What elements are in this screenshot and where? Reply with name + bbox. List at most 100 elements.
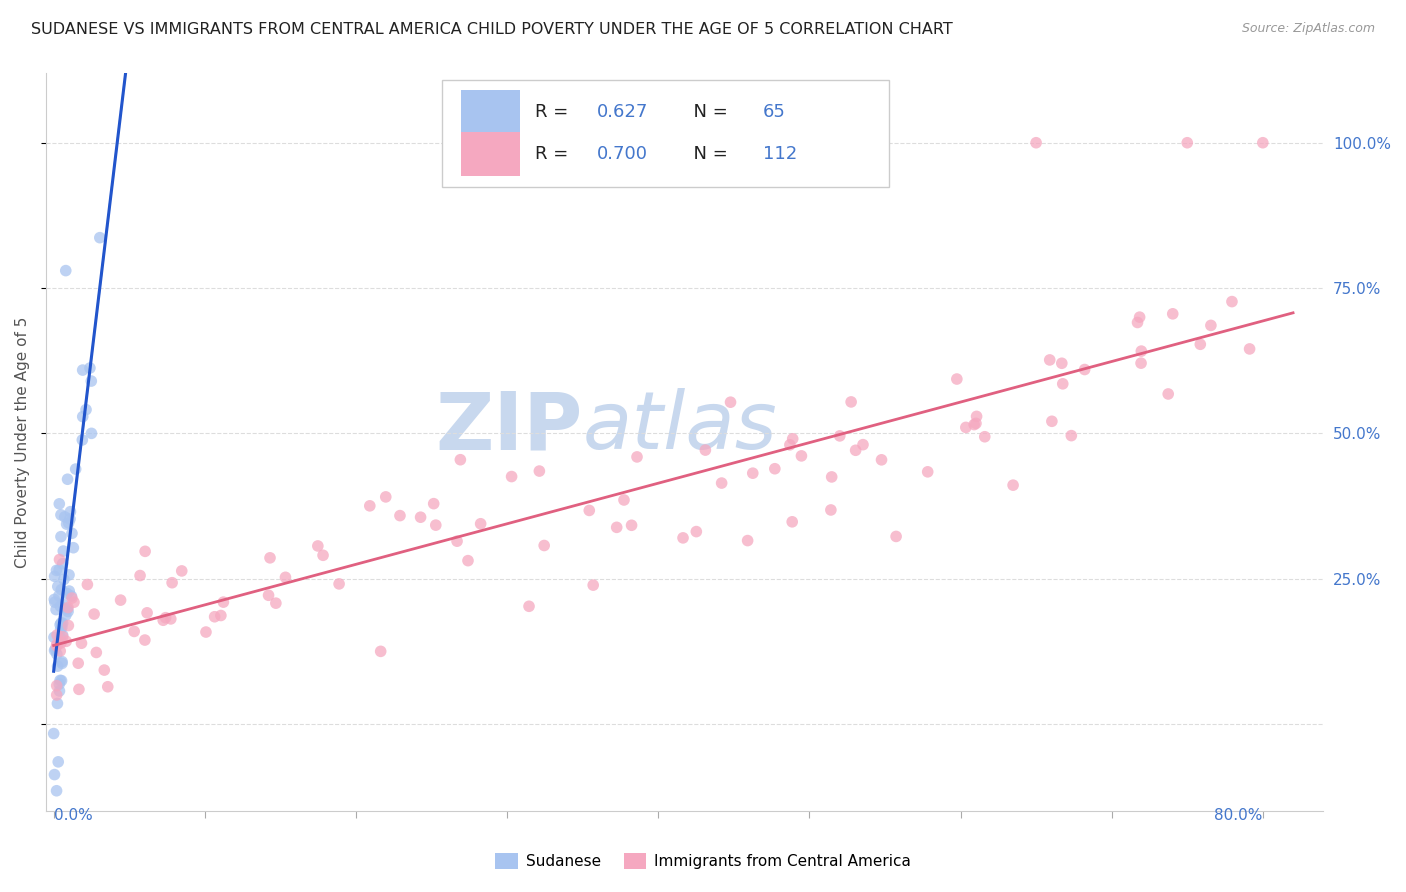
- Point: [48, 552, 70, 566]
- Point: [46, 697, 69, 711]
- Point: [457, 554, 479, 568]
- Text: 80.0%: 80.0%: [1215, 808, 1263, 823]
- Point: [52, 616, 75, 631]
- Point: [45, 688, 67, 702]
- Text: Source: ZipAtlas.com: Source: ZipAtlas.com: [1241, 22, 1375, 36]
- Point: [51, 655, 73, 669]
- Point: [209, 608, 232, 623]
- Point: [1175, 136, 1198, 150]
- Point: [274, 570, 297, 584]
- Point: [370, 644, 392, 658]
- Point: [79, 361, 101, 376]
- Point: [72, 363, 94, 377]
- Point: [55, 608, 77, 623]
- Point: [45, 602, 67, 616]
- Point: [695, 443, 717, 458]
- Point: [45, 638, 67, 652]
- Point: [160, 575, 183, 590]
- Point: [155, 610, 177, 624]
- Point: [60, 591, 83, 605]
- Point: [1129, 310, 1152, 325]
- Point: [51, 657, 73, 671]
- Point: [946, 372, 969, 386]
- Point: [578, 503, 600, 517]
- Point: [1199, 318, 1222, 333]
- Text: R =: R =: [536, 103, 574, 121]
- Point: [470, 516, 492, 531]
- Point: [44, 595, 66, 609]
- FancyBboxPatch shape: [461, 132, 520, 176]
- Point: [72, 433, 94, 447]
- Point: [49, 599, 72, 614]
- Point: [606, 520, 628, 534]
- Point: [72, 409, 94, 424]
- Point: [388, 508, 411, 523]
- Point: [55, 517, 77, 532]
- Point: [839, 395, 862, 409]
- Text: 0.0%: 0.0%: [53, 808, 93, 823]
- Text: atlas: atlas: [582, 388, 778, 467]
- Point: [533, 539, 555, 553]
- Point: [93, 663, 115, 677]
- Point: [720, 395, 742, 409]
- Point: [884, 529, 907, 543]
- Point: [45, 647, 67, 661]
- Point: [821, 470, 844, 484]
- Point: [51, 673, 73, 688]
- Point: [425, 518, 447, 533]
- Point: [46, 755, 69, 769]
- Point: [110, 593, 132, 607]
- Point: [49, 644, 72, 658]
- Point: [52, 628, 75, 642]
- Text: N =: N =: [682, 145, 734, 163]
- Point: [67, 657, 90, 671]
- Point: [582, 578, 605, 592]
- Text: 0.627: 0.627: [596, 103, 648, 121]
- Point: [59, 505, 82, 519]
- Point: [55, 634, 77, 648]
- Point: [62, 541, 84, 555]
- Point: [973, 430, 995, 444]
- Point: [129, 568, 152, 582]
- Point: [782, 432, 804, 446]
- Text: 0.700: 0.700: [596, 145, 648, 163]
- Y-axis label: Child Poverty Under the Age of 5: Child Poverty Under the Age of 5: [15, 317, 30, 568]
- Point: [517, 599, 540, 614]
- Point: [67, 682, 90, 697]
- Point: [159, 612, 181, 626]
- Point: [52, 544, 75, 558]
- Point: [51, 620, 73, 634]
- Point: [1025, 136, 1047, 150]
- Point: [49, 530, 72, 544]
- Point: [1060, 428, 1083, 442]
- Point: [828, 429, 851, 443]
- Point: [75, 402, 97, 417]
- Point: [446, 534, 468, 549]
- Point: [737, 533, 759, 548]
- Point: [134, 633, 156, 648]
- Point: [45, 563, 67, 577]
- Point: [58, 567, 80, 582]
- Point: [49, 617, 72, 632]
- Point: [1239, 342, 1261, 356]
- Point: [97, 680, 120, 694]
- Point: [44, 767, 66, 781]
- Point: [710, 476, 733, 491]
- Point: [820, 503, 842, 517]
- Point: [45, 783, 67, 797]
- Point: [204, 609, 226, 624]
- Point: [76, 577, 98, 591]
- Point: [56, 605, 79, 619]
- Point: [44, 642, 66, 657]
- Point: [52, 557, 75, 571]
- Point: [46, 580, 69, 594]
- Point: [328, 577, 350, 591]
- Point: [122, 624, 145, 639]
- Point: [49, 616, 72, 631]
- Point: [1157, 387, 1180, 401]
- Point: [1251, 136, 1274, 150]
- Legend: Sudanese, Immigrants from Central America: Sudanese, Immigrants from Central Americ…: [489, 847, 917, 875]
- Point: [56, 586, 79, 600]
- Point: [46, 628, 69, 642]
- Point: [312, 549, 335, 563]
